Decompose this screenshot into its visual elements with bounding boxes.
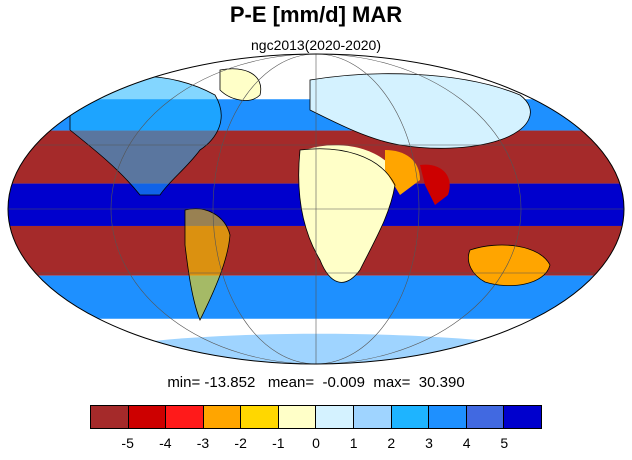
colorbar-tick-label: -4 (159, 435, 172, 451)
min-value: -13.852 (204, 374, 256, 391)
colorbar-swatch-2 (166, 406, 204, 428)
australia-land (468, 245, 550, 286)
north-america-land (70, 76, 222, 195)
colorbar-tick-label: 2 (387, 435, 396, 451)
coastlines (69, 68, 551, 321)
colorbar (90, 405, 542, 429)
map-border (7, 53, 625, 365)
plot-subtitle: ngc2013(2020-2020) (251, 37, 381, 53)
europe-asia-land (310, 73, 531, 149)
colorbar-swatch-0 (91, 406, 129, 428)
colorbar-swatch-9 (429, 406, 467, 428)
colorbar-tick-label: 0 (312, 435, 320, 451)
mean-value: -0.009 (322, 374, 365, 391)
colorbar-tick-labels: -5 -4 -3 -2 -1 0 1 2 3 4 5 (0, 435, 632, 455)
mean-label: mean= (267, 374, 315, 391)
colorbar-swatch-5 (278, 406, 317, 428)
colorbar-tick-label: 5 (500, 435, 509, 451)
min-label: min= (167, 374, 201, 391)
max-value: 30.390 (418, 374, 465, 391)
max-label: max= (373, 374, 411, 391)
antarctica-land (120, 333, 520, 364)
colorbar-tick-label: -2 (234, 435, 247, 451)
global-map (7, 53, 625, 365)
south-america-land (185, 208, 230, 320)
colorbar-swatch-11 (504, 406, 541, 428)
greenland-land (220, 68, 261, 101)
sahara-land (305, 145, 395, 190)
map-field (8, 54, 624, 364)
arabia-land (385, 150, 420, 195)
colorbar-tick-label: -3 (196, 435, 210, 451)
colorbar-swatch-6 (316, 406, 355, 428)
colorbar-tick-label: -5 (121, 435, 134, 451)
colorbar-tick-label: -1 (272, 435, 285, 451)
field-statistics: min= -13.852 mean= -0.009 max= 30.390 (0, 374, 632, 391)
plot-title: P-E [mm/d] MAR (229, 2, 403, 27)
colorbar-swatch-7 (354, 406, 392, 428)
colorbar-swatch-3 (203, 406, 242, 428)
colorbar-swatch-1 (128, 406, 167, 428)
india-land (420, 164, 450, 205)
colorbar-swatch-4 (241, 406, 279, 428)
colorbar-swatch-8 (391, 406, 430, 428)
colorbar-tick-label: 4 (462, 435, 471, 451)
graticule (8, 54, 624, 364)
colorbar-tick-label: 1 (349, 435, 358, 451)
colorbar-swatch-10 (466, 406, 505, 428)
colorbar-tick-label: 3 (425, 435, 433, 451)
